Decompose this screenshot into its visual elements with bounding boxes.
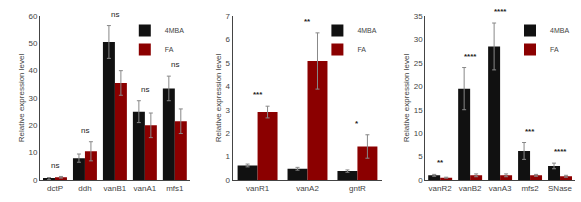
svg-text:20: 20 [28,121,37,130]
svg-text:****: **** [554,147,567,156]
svg-text:Relative expression level: Relative expression level [402,54,411,143]
svg-text:2: 2 [226,129,231,138]
svg-text:6: 6 [226,35,231,44]
svg-text:50: 50 [28,39,37,48]
svg-text:FA: FA [357,46,366,53]
svg-text:25: 25 [414,59,423,68]
svg-text:4MBA: 4MBA [550,27,569,34]
svg-text:ns: ns [171,60,179,69]
svg-text:**: ** [437,158,444,167]
svg-text:vanA3: vanA3 [489,184,512,193]
svg-text:0: 0 [33,176,38,185]
svg-text:****: **** [494,7,507,16]
svg-text:5: 5 [418,152,423,161]
svg-text:0: 0 [226,176,231,185]
svg-text:10: 10 [414,129,423,138]
svg-text:5: 5 [226,59,231,68]
svg-text:ns: ns [51,161,59,170]
svg-text:vanR1: vanR1 [246,184,270,193]
svg-text:FA: FA [550,46,559,53]
svg-text:***: *** [525,127,535,136]
svg-text:3: 3 [226,106,231,115]
svg-text:ns: ns [111,10,119,19]
svg-text:**: ** [304,17,311,26]
svg-text:30: 30 [414,35,423,44]
svg-text:ns: ns [81,126,89,135]
svg-text:1: 1 [226,152,231,161]
svg-text:gntR: gntR [349,184,366,193]
svg-text:30: 30 [28,94,37,103]
svg-text:vanA1: vanA1 [134,184,157,193]
svg-text:Relative expression level: Relative expression level [214,54,223,143]
svg-text:4MBA: 4MBA [357,27,376,34]
svg-text:4: 4 [226,82,231,91]
svg-text:7: 7 [226,12,231,21]
svg-text:Relative expression level: Relative expression level [17,54,26,143]
svg-text:dctP: dctP [47,184,63,193]
svg-text:mfs2: mfs2 [521,184,539,193]
svg-text:FA: FA [165,46,174,53]
svg-text:ns: ns [141,85,149,94]
svg-text:4MBA: 4MBA [165,27,184,34]
svg-text:vanR2: vanR2 [429,184,453,193]
svg-text:0: 0 [418,176,423,185]
svg-text:*: * [355,119,359,128]
svg-text:vanA2: vanA2 [296,184,319,193]
svg-text:****: **** [464,52,477,61]
svg-text:15: 15 [414,106,423,115]
svg-text:mfs1: mfs1 [166,184,184,193]
svg-text:40: 40 [28,66,37,75]
svg-text:***: *** [253,90,263,99]
svg-text:vanB2: vanB2 [459,184,482,193]
svg-text:SNase: SNase [548,184,573,193]
svg-text:20: 20 [414,82,423,91]
svg-text:35: 35 [414,12,423,21]
svg-text:10: 10 [28,148,37,157]
svg-text:60: 60 [28,12,37,21]
svg-text:ddh: ddh [78,184,91,193]
svg-text:vanB1: vanB1 [104,184,127,193]
